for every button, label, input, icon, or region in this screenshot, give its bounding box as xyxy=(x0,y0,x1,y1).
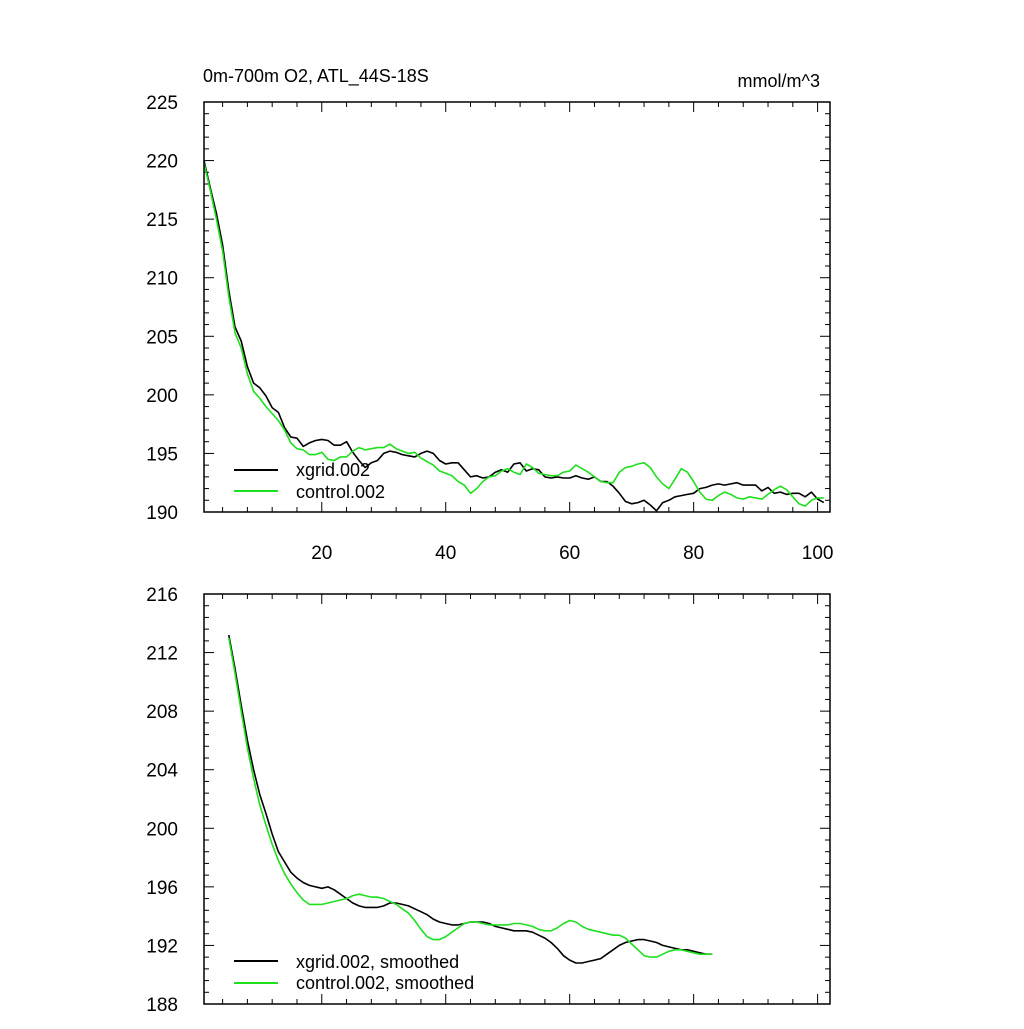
y-tick-label: 200 xyxy=(146,386,178,407)
top-panel-ticks xyxy=(204,101,830,513)
series-line-xgrid xyxy=(203,160,825,512)
top-panel-series xyxy=(203,160,825,512)
legend-label-control: control.002 xyxy=(296,482,385,502)
legend-label-xgrid: xgrid.002 xyxy=(296,460,370,480)
bottom-panel-y-tick-labels: 188 192 196 200 204 208 212 216 xyxy=(146,585,178,1016)
top-panel: 0m-700m O2, ATL_44S-18S mmol/m^3 190 195 2… xyxy=(146,66,833,564)
y-tick-label: 196 xyxy=(146,878,178,899)
bottom-panel-frame xyxy=(203,593,831,1005)
top-panel-y-tick-labels: 190 195 200 205 210 215 220 225 xyxy=(146,93,178,524)
top-panel-x-tick-labels: 20 40 60 80 100 xyxy=(311,543,833,564)
bottom-panel-ticks xyxy=(204,593,830,1005)
y-tick-label: 190 xyxy=(146,503,178,524)
x-tick-label: 80 xyxy=(683,543,704,564)
y-tick-label: 216 xyxy=(146,585,178,606)
legend-label-xgrid-smoothed: xgrid.002, smoothed xyxy=(296,952,459,972)
y-tick-label: 220 xyxy=(146,152,178,173)
series-line-xgrid xyxy=(228,634,713,964)
y-tick-label: 195 xyxy=(146,444,178,465)
bottom-panel: 188 192 196 200 204 208 212 216 xgrid.002, smoo… xyxy=(146,585,831,1016)
series-line-control xyxy=(228,637,713,958)
x-tick-label: 60 xyxy=(559,543,580,564)
y-tick-label: 225 xyxy=(146,93,178,114)
x-tick-label: 20 xyxy=(311,543,332,564)
top-panel-title: 0m-700m O2, ATL_44S-18S xyxy=(203,66,429,87)
legend-label-control-smoothed: control.002, smoothed xyxy=(296,973,474,993)
y-tick-label: 208 xyxy=(146,702,178,723)
bottom-panel-series xyxy=(228,634,713,964)
x-tick-label: 40 xyxy=(435,543,456,564)
y-tick-label: 210 xyxy=(146,269,178,290)
y-tick-label: 188 xyxy=(146,995,178,1016)
x-tick-label: 100 xyxy=(802,543,834,564)
bottom-panel-legend: xgrid.002, smoothed control.002, smoothe… xyxy=(234,952,474,993)
top-panel-units: mmol/m^3 xyxy=(738,71,820,91)
y-tick-label: 205 xyxy=(146,327,178,348)
top-panel-frame xyxy=(203,101,831,513)
top-panel-legend: xgrid.002 control.002 xyxy=(234,460,385,502)
y-tick-label: 192 xyxy=(146,936,178,957)
series-line-control xyxy=(203,162,824,507)
y-tick-label: 200 xyxy=(146,819,178,840)
y-tick-label: 204 xyxy=(146,761,178,782)
y-tick-label: 215 xyxy=(146,210,178,231)
y-tick-label: 212 xyxy=(146,644,178,665)
